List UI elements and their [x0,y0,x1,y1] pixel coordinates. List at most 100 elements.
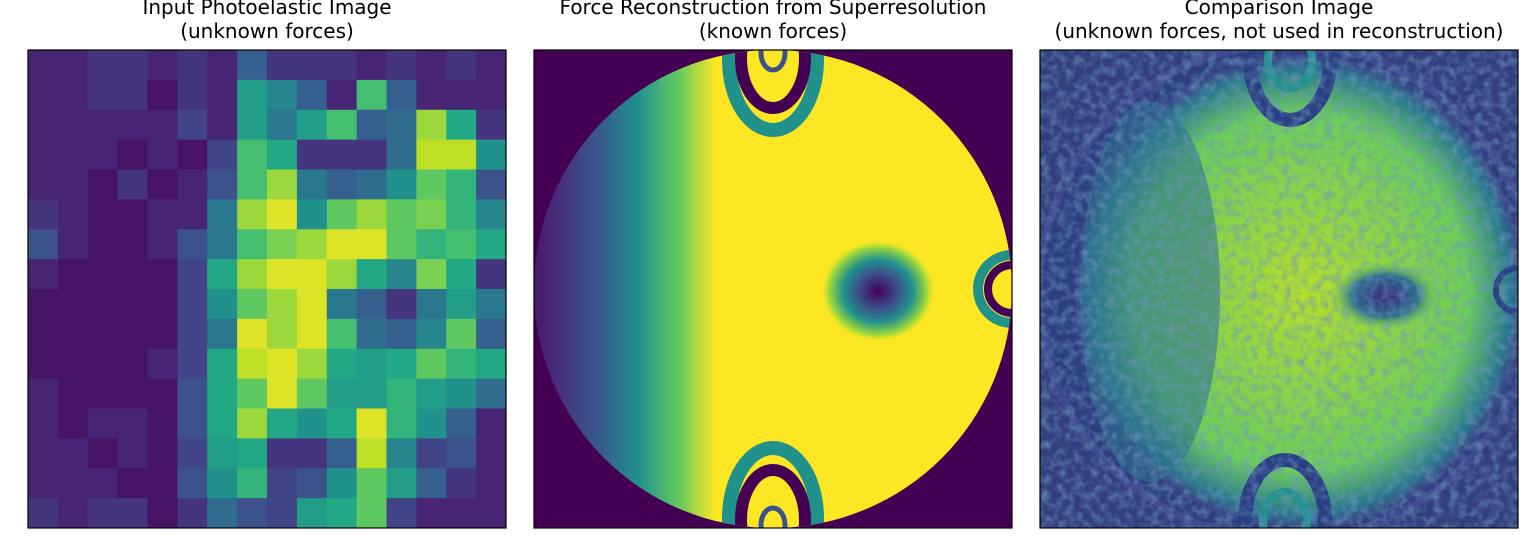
heatmap-cell [207,109,238,141]
axes-frame [1039,49,1519,529]
heatmap-cell [326,109,358,141]
heatmap-cell [57,378,89,409]
heatmap-cell [296,468,328,499]
panel-title: (unknown forces, not used in reconstruct… [1055,19,1504,43]
heatmap-cell [267,139,298,170]
heatmap-cell [356,289,387,320]
heatmap-cell [117,199,148,230]
heatmap-cell [356,259,387,290]
heatmap-cell [237,139,268,170]
heatmap-cell [237,199,268,230]
heatmap-cell [476,438,507,469]
heatmap-cell [386,259,417,290]
heatmap-cell [386,289,417,320]
heatmap-cell [237,438,268,469]
heatmap-cell [326,259,358,290]
heatmap-cell [28,139,59,170]
heatmap-cell [117,109,148,141]
heatmap-cell [267,229,298,260]
heatmap-cell [117,438,148,469]
heatmap-cell [87,229,119,260]
heatmap-cell [476,378,507,409]
heatmap-cell [147,318,178,350]
heatmap-cell [267,318,298,350]
heatmap-cell [416,289,447,320]
heatmap-cell [386,348,417,380]
heatmap-cell [267,498,298,529]
heatmap-cell [446,318,477,350]
heatmap-cell [177,229,208,260]
heatmap-cell [237,408,268,439]
heatmap-cell [446,408,477,439]
heatmap-cell [237,259,268,290]
heatmap-cell [117,498,148,529]
heatmap-cell [416,498,447,529]
heatmap-cell [476,468,507,499]
heatmap-cell [267,408,298,439]
heatmap-cell [177,468,208,499]
heatmap-cell [356,318,387,350]
heatmap-cell [296,289,328,320]
heatmap-cell [267,348,298,380]
heatmap-cell [87,199,119,230]
heatmap-cell [416,169,447,200]
heatmap-cell [28,199,59,230]
heatmap-cell [87,139,119,170]
heatmap-cell [446,169,477,200]
comparison-image [1040,50,1518,528]
heatmap-cell [267,199,298,230]
heatmap-cell [446,348,477,380]
heatmap-cell [267,289,298,320]
heatmap-cell [326,378,358,409]
heatmap-cell [416,50,447,81]
heatmap-cell [147,79,178,111]
heatmap-cell [446,79,477,111]
heatmap-cell [296,169,328,200]
heatmap-cell [416,199,447,230]
heatmap-cell [177,50,208,81]
heatmap-cell [296,50,328,81]
heatmap-cell [386,498,417,529]
heatmap-cell [28,79,59,111]
heatmap-cell [147,498,178,529]
heatmap-cell [177,438,208,469]
heatmap-cell [386,109,417,141]
heatmap-cell [267,109,298,141]
heatmap-cell [28,468,59,499]
heatmap-cell [416,438,447,469]
heatmap-cell [356,348,387,380]
heatmap-cell [326,79,358,111]
heatmap-cell [87,289,119,320]
axes-frame [27,49,507,529]
heatmap-cell [207,229,238,260]
heatmap-cell [446,229,477,260]
heatmap-cell [476,289,507,320]
heatmap-cell [28,348,59,380]
heatmap-cell [326,289,358,320]
heatmap-cell [446,378,477,409]
heatmap-cell [147,348,178,380]
heatmap-cell [416,229,447,260]
heatmap-cell [386,378,417,409]
heatmap-cell [296,498,328,529]
heatmap-cell [147,468,178,499]
heatmap-cell [177,378,208,409]
heatmap-cell [476,109,507,141]
heatmap-cell [326,229,358,260]
heatmap-cell [28,289,59,320]
heatmap-cell [446,199,477,230]
heatmap-cell [147,139,178,170]
heatmap-cell [57,169,89,200]
heatmap-cell [237,79,268,111]
heatmap-cell [57,50,89,81]
heatmap-cell [267,468,298,499]
heatmap-cell [386,318,417,350]
heatmap-cell [296,408,328,439]
heatmap-cell [476,318,507,350]
heatmap-cell [207,169,238,200]
heatmap-cell [177,79,208,111]
heatmap-cell [416,318,447,350]
reconstruction-image [534,50,1012,528]
